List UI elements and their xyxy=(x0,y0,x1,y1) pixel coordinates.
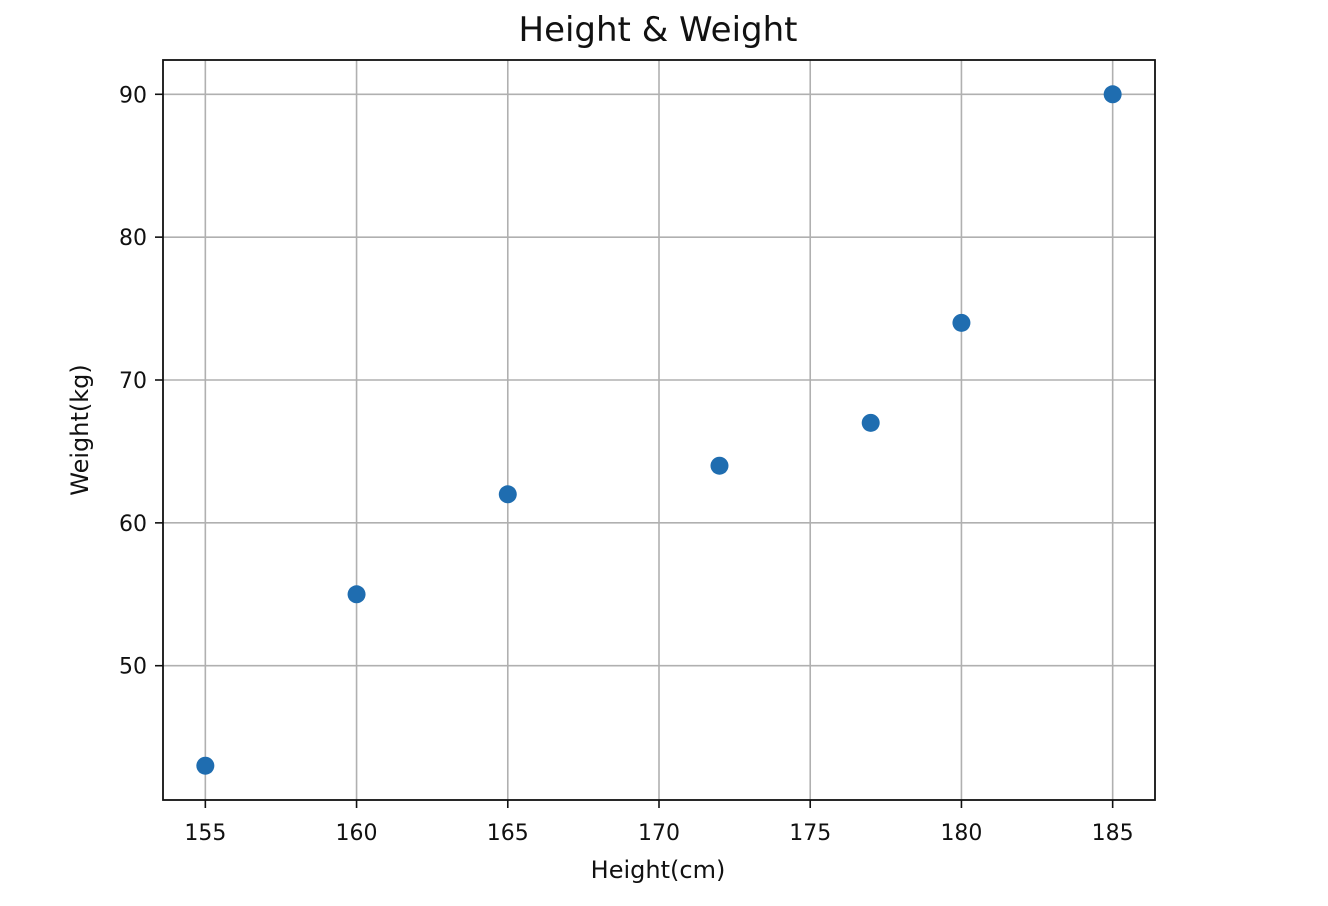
y-axis-label: Weight(kg) xyxy=(66,364,94,495)
x-tick-label: 180 xyxy=(940,821,982,846)
data-point xyxy=(196,756,215,775)
y-tick-label: 90 xyxy=(119,83,147,108)
grid xyxy=(163,60,1155,800)
y-axis-ticks: 50 60 70 80 90 xyxy=(119,83,163,680)
horizontal-gridlines xyxy=(163,93,1155,667)
x-axis-label: Height(cm) xyxy=(591,856,726,884)
data-points xyxy=(196,85,1122,775)
x-tick-label: 175 xyxy=(789,821,831,846)
vertical-gridlines xyxy=(204,60,1114,800)
data-point xyxy=(1103,85,1122,104)
x-tick-label: 170 xyxy=(638,821,680,846)
data-point xyxy=(710,456,729,475)
y-tick-label: 50 xyxy=(119,655,147,680)
x-tick-label: 165 xyxy=(487,821,529,846)
data-point xyxy=(498,485,517,504)
chart-title: Height & Weight xyxy=(519,10,798,50)
x-tick-label: 155 xyxy=(184,821,226,846)
data-point xyxy=(861,413,880,432)
x-axis-ticks: 155 160 165 170 175 180 185 xyxy=(184,800,1134,846)
x-tick-label: 160 xyxy=(336,821,378,846)
y-tick-label: 70 xyxy=(119,369,147,394)
y-tick-label: 80 xyxy=(119,226,147,251)
data-point xyxy=(952,313,971,332)
x-tick-label: 185 xyxy=(1092,821,1134,846)
y-tick-label: 60 xyxy=(119,512,147,537)
data-point xyxy=(347,585,366,604)
